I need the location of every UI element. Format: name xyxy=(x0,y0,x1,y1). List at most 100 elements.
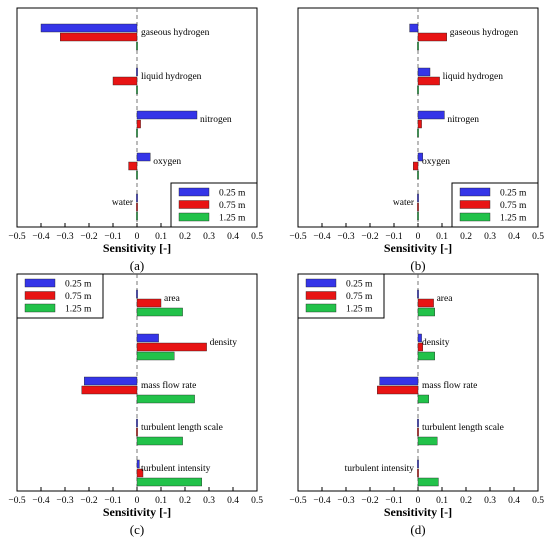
bar-1_25m-density xyxy=(136,351,175,361)
x-tick-label: 0 xyxy=(416,496,421,506)
x-tick-label: 0.3 xyxy=(203,496,215,506)
x-axis-label: Sensitivity [-] xyxy=(103,241,171,255)
category-label: density xyxy=(422,338,450,348)
category-label: water xyxy=(112,198,134,208)
legend-entry: 0.25 m xyxy=(219,189,246,199)
bar-0_75m-mass-flow-rate xyxy=(81,385,138,395)
x-tick-label: −0.2 xyxy=(80,496,97,506)
bar-0_25m-oxygen xyxy=(417,152,424,162)
x-tick-label: −0.3 xyxy=(56,496,73,506)
panel-label: (a) xyxy=(130,258,144,273)
category-label: liquid hydrogen xyxy=(141,72,202,82)
x-tick-label: 0.4 xyxy=(227,232,239,242)
bar-0_25m-turbulent-intensity xyxy=(136,459,140,469)
x-tick-label: −0.2 xyxy=(80,232,97,242)
category-label: gaseous hydrogen xyxy=(450,28,519,38)
x-tick-label: 0.3 xyxy=(484,496,496,506)
x-tick-label: 0.1 xyxy=(155,496,167,506)
x-tick-label: −0.4 xyxy=(32,496,49,506)
x-tick-label: −0.2 xyxy=(361,496,378,506)
x-tick-label: 0.5 xyxy=(251,232,263,242)
x-tick-label: −0.5 xyxy=(8,232,25,242)
bar-1_25m-turbulent-intensity xyxy=(136,477,203,487)
bar-0_75m-gaseous-hydrogen xyxy=(60,32,138,42)
legend: 0.25 m 0.75 m 1.25 m xyxy=(16,273,104,319)
legend-swatch xyxy=(305,291,337,300)
bar-0_25m-density xyxy=(417,333,422,343)
legend-entry: 0.25 m xyxy=(346,280,373,290)
bar-1_25m-area xyxy=(417,307,435,317)
x-tick-label: −0.1 xyxy=(385,232,402,242)
legend-swatch xyxy=(305,278,337,288)
legend-entry: 1.25 m xyxy=(500,214,527,224)
x-tick-label: −0.1 xyxy=(104,496,121,506)
bar-0_75m-turbulent-intensity xyxy=(136,468,144,478)
bar-0_25m-turbulent-intensity xyxy=(417,459,419,469)
x-tick-label: 0.5 xyxy=(532,232,544,242)
legend-swatch xyxy=(459,187,491,197)
category-label: gaseous hydrogen xyxy=(141,28,210,38)
bar-0_25m-oxygen xyxy=(136,152,151,162)
bar-0_75m-area xyxy=(136,298,162,308)
bar-1_25m-density xyxy=(417,351,435,361)
x-tick-label: 0 xyxy=(135,496,140,506)
bar-0_25m-area xyxy=(417,289,419,299)
bar-1_25m-oxygen xyxy=(136,170,138,180)
x-axis-label: Sensitivity [-] xyxy=(384,241,452,255)
bar-1_25m-water xyxy=(136,211,138,221)
panel-label: (c) xyxy=(130,522,144,537)
bar-0_25m-mass-flow-rate xyxy=(379,376,419,386)
bar-0_75m-liquid-hydrogen xyxy=(112,76,138,86)
bar-1_25m-liquid-hydrogen xyxy=(136,85,138,95)
bar-0_75m-oxygen xyxy=(413,161,419,171)
bar-0_25m-density xyxy=(136,333,159,343)
category-label: area xyxy=(164,294,181,304)
bar-1_25m-liquid-hydrogen xyxy=(417,85,419,95)
legend-swatch xyxy=(24,303,56,313)
legend-entry: 0.75 m xyxy=(500,201,527,211)
legend-entry: 0.25 m xyxy=(500,189,527,199)
bar-0_25m-liquid-hydrogen xyxy=(417,67,431,77)
x-tick-label: 0 xyxy=(135,232,140,242)
bar-0_25m-liquid-hydrogen xyxy=(136,67,138,77)
chart-panel-a: −0.5 −0.4 −0.3 −0.2 −0.1 0 0.1 0.2 0.3 0.4 0.5 Sens… xyxy=(8,7,263,273)
category-label: oxygen xyxy=(422,157,450,167)
legend-swatch xyxy=(459,212,491,222)
category-label: mass flow rate xyxy=(422,380,477,391)
x-tick-label: 0.4 xyxy=(508,496,520,506)
category-label: water xyxy=(393,198,415,208)
bar-0_75m-area xyxy=(417,298,434,308)
legend-swatch xyxy=(178,212,210,222)
legend-entry: 1.25 m xyxy=(346,305,373,315)
category-label: turbulent intensity xyxy=(141,464,211,474)
bar-1_25m-gaseous-hydrogen xyxy=(136,41,138,51)
bar-1_25m-mass-flow-rate xyxy=(417,394,430,404)
bar-0_75m-oxygen xyxy=(128,161,138,171)
x-axis-label: Sensitivity [-] xyxy=(384,505,452,519)
bar-0_25m-nitrogen xyxy=(136,110,198,120)
bar-0_75m-water xyxy=(136,202,138,212)
x-tick-label: 0.2 xyxy=(460,496,472,506)
bar-0_75m-density xyxy=(136,342,207,352)
legend-entry: 0.75 m xyxy=(219,201,246,211)
bar-1_25m-turbulent-length-scale xyxy=(136,436,183,446)
bar-1_25m-turbulent-length-scale xyxy=(417,436,438,446)
panel-label: (b) xyxy=(410,258,425,273)
chart-panel-c: −0.5 −0.4 −0.3 −0.2 −0.1 0 0.1 0.2 0.3 0.4 0.5 Sens… xyxy=(8,273,263,537)
bar-0_75m-gaseous-hydrogen xyxy=(417,32,447,42)
bar-0_75m-liquid-hydrogen xyxy=(417,76,440,86)
bar-0_25m-water xyxy=(417,193,419,203)
category-label: nitrogen xyxy=(447,115,479,125)
category-label: density xyxy=(210,338,238,348)
panel-label: (d) xyxy=(410,522,425,537)
x-tick-label: 0.1 xyxy=(436,496,448,506)
bar-0_25m-turbulent-length-scale xyxy=(417,418,419,428)
legend-entry: 1.25 m xyxy=(219,214,246,224)
x-tick-label: 0.2 xyxy=(179,232,191,242)
x-tick-label: −0.4 xyxy=(313,496,330,506)
bar-0_25m-gaseous-hydrogen xyxy=(40,23,138,33)
bar-0_75m-nitrogen xyxy=(417,119,422,129)
chart-panel-b: −0.5 −0.4 −0.3 −0.2 −0.1 0 0.1 0.2 0.3 0.4 0.5 Sens… xyxy=(289,7,544,273)
x-tick-label: −0.2 xyxy=(361,232,378,242)
legend-swatch xyxy=(24,291,56,300)
